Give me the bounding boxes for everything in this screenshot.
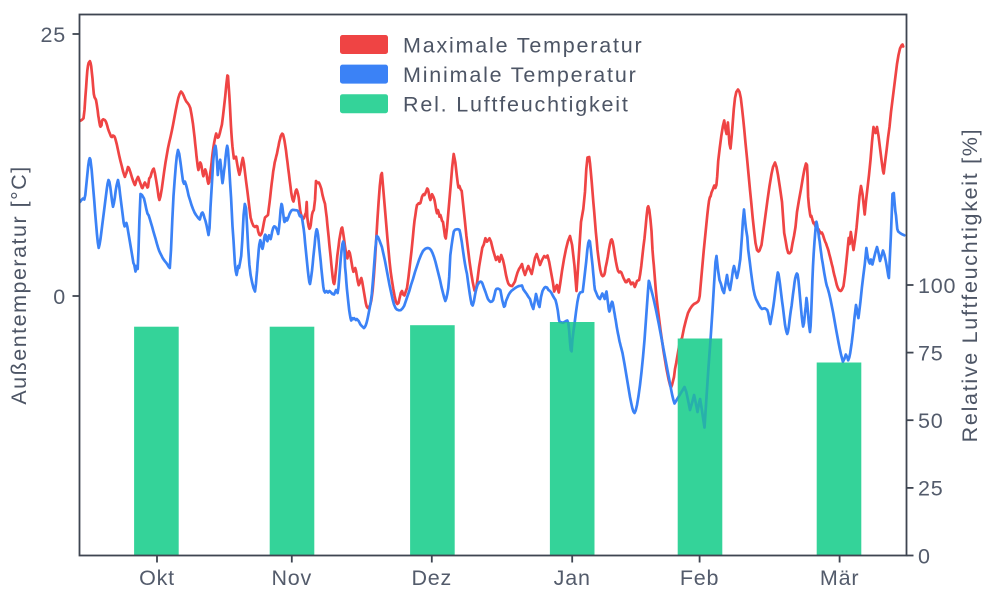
svg-text:Rel. Luftfeuchtigkeit: Rel. Luftfeuchtigkeit <box>403 93 630 117</box>
svg-text:Feb: Feb <box>680 566 719 590</box>
svg-text:Jan: Jan <box>554 566 591 590</box>
svg-text:Minimale Temperatur: Minimale Temperatur <box>403 63 638 87</box>
svg-text:Nov: Nov <box>271 566 312 590</box>
svg-text:100: 100 <box>918 274 956 298</box>
svg-text:25: 25 <box>40 23 66 47</box>
svg-text:Relative Luftfeuchtigkeit [%]: Relative Luftfeuchtigkeit [%] <box>958 128 982 443</box>
svg-text:0: 0 <box>918 544 931 568</box>
svg-text:0: 0 <box>53 285 66 309</box>
svg-text:25: 25 <box>918 477 944 501</box>
svg-text:Außentemperatur [°C]: Außentemperatur [°C] <box>7 165 31 404</box>
svg-text:50: 50 <box>918 409 944 433</box>
svg-text:Dez: Dez <box>411 566 452 590</box>
svg-text:Maximale Temperatur: Maximale Temperatur <box>403 33 644 57</box>
svg-text:Okt: Okt <box>139 566 175 590</box>
svg-text:75: 75 <box>918 341 944 365</box>
svg-text:Mär: Mär <box>820 566 859 590</box>
